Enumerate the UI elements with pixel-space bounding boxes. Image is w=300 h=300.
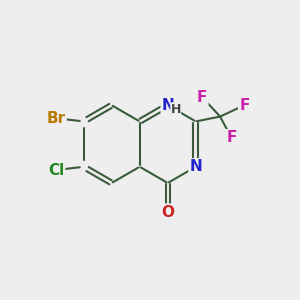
Text: H: H: [170, 103, 181, 116]
Text: Br: Br: [46, 111, 66, 126]
Text: O: O: [161, 205, 174, 220]
Text: N: N: [189, 159, 202, 174]
Text: Cl: Cl: [48, 163, 64, 178]
Text: F: F: [226, 130, 237, 145]
Text: N: N: [161, 98, 174, 113]
Text: F: F: [197, 90, 208, 105]
Text: F: F: [239, 98, 250, 113]
